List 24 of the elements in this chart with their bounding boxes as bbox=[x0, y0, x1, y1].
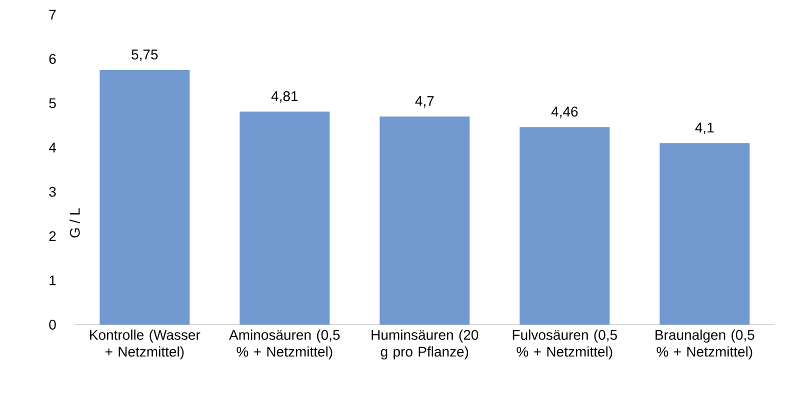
y-tick-label: 0 bbox=[49, 320, 56, 330]
y-tick-label: 3 bbox=[49, 186, 56, 197]
bar bbox=[660, 143, 750, 325]
bar bbox=[380, 116, 470, 325]
y-tick-label: 7 bbox=[49, 10, 56, 20]
y-axis-title: G / L bbox=[70, 208, 80, 238]
x-tick-label: Huminsäuren (20 g pro Pflanze) bbox=[372, 330, 478, 360]
data-label: 5,75 bbox=[132, 50, 158, 62]
bar bbox=[100, 70, 190, 325]
x-tick-label: Aminosäuren (0,5 % + Netzmittel) bbox=[229, 330, 340, 360]
y-tick-label: 1 bbox=[50, 276, 56, 286]
y-tick-label: 5 bbox=[49, 98, 56, 108]
data-label: 4,7 bbox=[415, 96, 434, 108]
y-tick-label: 6 bbox=[49, 54, 56, 64]
bar bbox=[520, 127, 610, 325]
y-tick-label: 4 bbox=[48, 142, 56, 152]
x-tick-label: Fulvosäuren (0,5 % + Netzmittel) bbox=[512, 330, 617, 360]
data-label: 4,81 bbox=[271, 91, 298, 103]
data-label: 4,1 bbox=[695, 122, 714, 134]
x-tick-label: Braunalgen (0,5 % + Netzmittel) bbox=[656, 330, 754, 360]
y-tick-label: 2 bbox=[49, 231, 56, 241]
x-tick-label: Kontrolle (Wasser + Netzmittel) bbox=[90, 330, 200, 360]
data-label: 4,46 bbox=[551, 106, 578, 118]
bar bbox=[240, 112, 330, 325]
